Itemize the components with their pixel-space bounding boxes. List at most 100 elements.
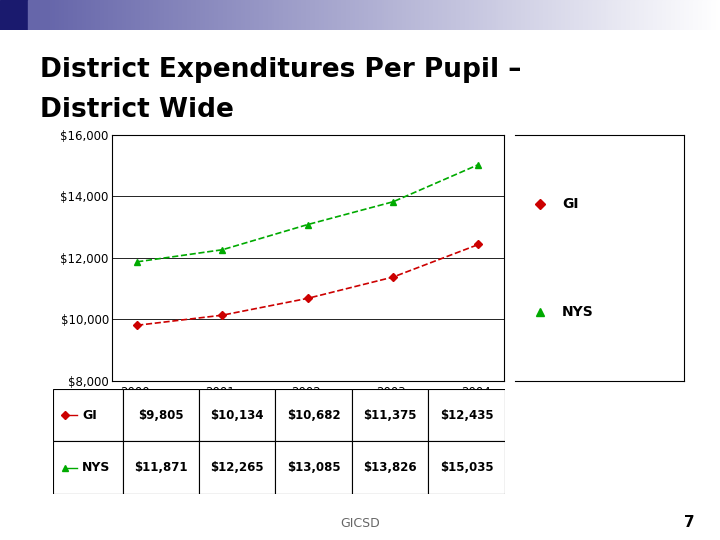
Bar <box>129 0 131 30</box>
Bar <box>189 0 192 30</box>
Bar <box>482 0 485 30</box>
Bar <box>590 0 593 30</box>
Bar <box>639 0 642 30</box>
Bar <box>283 0 285 30</box>
Bar <box>397 0 400 30</box>
Bar <box>261 0 263 30</box>
Bar <box>158 0 160 30</box>
Bar <box>122 442 199 494</box>
Bar <box>315 0 317 30</box>
Bar <box>628 0 631 30</box>
Bar <box>691 0 693 30</box>
Bar <box>359 0 361 30</box>
Bar <box>153 0 156 30</box>
Text: $10,134: $10,134 <box>210 409 264 422</box>
Bar <box>99 0 102 30</box>
Bar <box>464 0 467 30</box>
Bar <box>292 0 294 30</box>
Bar <box>156 0 158 30</box>
Bar <box>89 0 91 30</box>
Text: $12,435: $12,435 <box>440 409 493 422</box>
Bar <box>671 0 673 30</box>
Bar <box>343 0 346 30</box>
Bar <box>171 0 174 30</box>
Bar <box>523 0 525 30</box>
Bar <box>265 0 268 30</box>
Bar <box>194 0 196 30</box>
Bar <box>648 0 651 30</box>
Bar <box>456 0 458 30</box>
Bar <box>199 442 276 494</box>
Bar <box>276 389 352 442</box>
Bar <box>539 0 541 30</box>
Bar <box>579 0 581 30</box>
Bar <box>547 0 550 30</box>
Bar <box>570 0 572 30</box>
Bar <box>680 0 682 30</box>
Bar <box>494 0 496 30</box>
Bar <box>384 0 386 30</box>
Bar <box>214 0 216 30</box>
Bar <box>446 0 449 30</box>
Bar <box>243 0 245 30</box>
Bar <box>543 0 545 30</box>
Bar <box>107 0 109 30</box>
Bar <box>682 0 684 30</box>
Bar <box>503 0 505 30</box>
Bar <box>510 0 512 30</box>
Bar <box>228 0 230 30</box>
Bar <box>514 0 516 30</box>
Bar <box>174 0 176 30</box>
Bar <box>469 0 472 30</box>
Bar <box>328 0 330 30</box>
Bar <box>79 0 81 30</box>
Bar <box>294 0 297 30</box>
Text: District Wide: District Wide <box>40 97 233 123</box>
Bar <box>561 0 563 30</box>
Bar <box>454 0 456 30</box>
Bar <box>109 0 111 30</box>
Bar <box>631 0 633 30</box>
Bar <box>420 0 422 30</box>
Text: $15,035: $15,035 <box>440 461 493 474</box>
Bar <box>59 0 61 30</box>
Bar <box>330 0 333 30</box>
Bar <box>431 0 433 30</box>
Text: 7: 7 <box>684 515 695 530</box>
Bar <box>373 0 375 30</box>
Bar <box>512 0 514 30</box>
Bar <box>601 0 603 30</box>
Bar <box>545 0 547 30</box>
Bar <box>369 0 371 30</box>
Bar <box>180 0 182 30</box>
Bar <box>299 0 301 30</box>
Bar <box>111 0 113 30</box>
Bar <box>151 0 153 30</box>
Bar <box>169 0 171 30</box>
Bar <box>93 0 95 30</box>
Bar <box>597 0 599 30</box>
Bar <box>593 0 595 30</box>
Bar <box>480 0 482 30</box>
Bar <box>718 0 720 30</box>
Bar <box>252 0 254 30</box>
Bar <box>389 0 391 30</box>
Bar <box>351 0 353 30</box>
Bar <box>404 0 406 30</box>
Bar <box>696 0 698 30</box>
Bar <box>178 0 180 30</box>
Bar <box>460 0 462 30</box>
Bar <box>536 0 539 30</box>
Bar <box>198 0 200 30</box>
Bar <box>581 0 583 30</box>
Bar <box>498 0 500 30</box>
Text: $13,826: $13,826 <box>364 461 417 474</box>
Bar <box>192 0 194 30</box>
Bar <box>131 0 133 30</box>
Bar <box>176 0 178 30</box>
Bar <box>61 0 63 30</box>
Bar <box>550 0 552 30</box>
Bar <box>660 0 662 30</box>
Bar <box>559 0 561 30</box>
Bar <box>319 0 321 30</box>
